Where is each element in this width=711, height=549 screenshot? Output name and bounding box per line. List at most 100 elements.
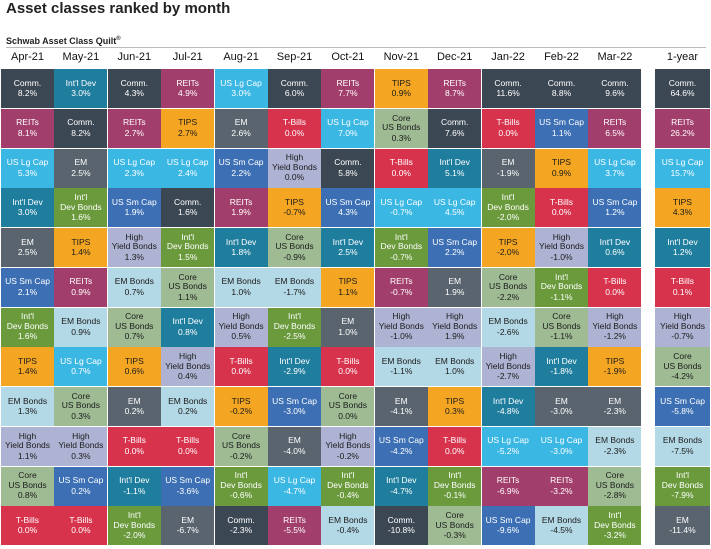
cell-return-value: 8.2% [71, 127, 91, 138]
quilt-cell: REITs -5.5% [268, 506, 321, 546]
cell-asset-label: REITs [283, 514, 306, 525]
cell-asset-label: Int'l Dev [667, 236, 698, 247]
cell-asset-label: Comm. [440, 117, 469, 128]
cell-asset-label: Comm. [280, 77, 309, 88]
cell-asset-label: Int'l [288, 311, 301, 322]
quilt-cell: Comm. 11.6% [481, 69, 535, 108]
cell-return-value: 0.6% [124, 366, 144, 377]
cell-return-value: 4.9% [178, 88, 198, 98]
quilt-cell: US Sm Cap -3.0% [268, 387, 321, 426]
column-header: 1-year [666, 51, 699, 63]
quilt-cell: EM -11.4% [655, 506, 710, 546]
cell-asset-label: TIPS [178, 117, 198, 128]
cell-asset-label: Core [392, 112, 411, 123]
cell-return-value: -2.9% [283, 366, 306, 377]
cell-asset-label: US Lg Cap [433, 196, 476, 207]
cell-return-value: -1.9% [603, 366, 626, 377]
quilt-cell: TIPS -2.0% [481, 228, 535, 267]
cell-asset-label: REITs [496, 475, 520, 485]
cell-return-value: 11.6% [496, 88, 520, 98]
cell-return-value: -0.4% [336, 525, 359, 536]
cell-return-value: 0.7% [71, 366, 91, 377]
quilt-cell: REITs 7.7% [321, 69, 375, 108]
quilt-cell: EM Bonds -1.7% [268, 267, 321, 307]
cell-return-value: -0.3% [443, 530, 466, 540]
quilt-cell: US Lg Cap 3.7% [588, 148, 642, 188]
cell-asset-label: Comm. [547, 77, 576, 88]
quilt-cell: TIPS 0.6% [107, 347, 161, 387]
quilt-cell: Int'l Dev Bonds 1.6% [54, 188, 108, 228]
cell-asset-label: US Sm Cap [5, 276, 50, 287]
cell-asset-label: US Lg Cap [327, 117, 369, 128]
quilt-cell: Int'l Dev -4.7% [374, 466, 428, 506]
cell-asset-label: Core [338, 390, 358, 401]
cell-asset-label: Yield Bonds [111, 241, 157, 252]
cell-asset-label: T-Bills [496, 117, 520, 128]
quilt-cell: Comm. 1.6% [161, 188, 215, 228]
quilt-cell: US Lg Cap -0.7% [374, 188, 428, 228]
cell-asset-label: US Bonds [542, 320, 581, 331]
quilt-cell: Int'l Dev Bonds 1.6% [1, 307, 54, 347]
cell-asset-label: US Bonds [275, 241, 314, 252]
quilt-cell: EM Bonds -2.6% [481, 307, 535, 347]
column-header: Jul-21 [172, 51, 203, 63]
cell-asset-label: Yield Bonds [58, 440, 104, 450]
cell-asset-label: Comm. [13, 77, 42, 88]
cell-asset-label: High [125, 231, 144, 242]
quilt-cell: US Lg Cap -5.2% [481, 426, 535, 466]
quilt-cell: Int'l Dev -1.8% [535, 347, 588, 387]
cell-return-value: -4.7% [283, 485, 306, 496]
cell-asset-label: US Sm Cap [660, 395, 705, 406]
cell-asset-label: US Sm Cap [592, 196, 638, 207]
cell-asset-label: US Sm Cap [432, 236, 478, 247]
cell-asset-label: Core [605, 470, 625, 481]
cell-asset-label: Yield Bonds [432, 320, 478, 331]
quilt-cell: US Sm Cap 1.1% [535, 108, 588, 148]
cell-return-value: -2.5% [283, 331, 306, 342]
cell-asset-label: TIPS [124, 355, 144, 366]
cell-return-value: -3.0% [550, 406, 573, 416]
cell-return-value: 0.9% [71, 326, 91, 337]
cell-asset-label: Int'l [394, 231, 408, 242]
quilt-cell: US Sm Cap -4.2% [374, 426, 428, 466]
cell-return-value: 0.0% [338, 410, 358, 421]
cell-return-value: -2.3% [229, 525, 253, 536]
quilt-cell: US Lg Cap 2.3% [107, 148, 161, 188]
cell-return-value: 3.7% [605, 167, 625, 178]
quilt-cell: High Yield Bonds -1.2% [588, 307, 642, 347]
cell-return-value: 3.0% [17, 207, 38, 218]
quilt-cell: High Yield Bonds -1.0% [535, 228, 588, 267]
quilt-cell: EM 2.6% [214, 108, 268, 148]
quilt-cell: Core US Bonds -1.1% [535, 307, 588, 347]
cell-asset-label: Core [673, 351, 692, 361]
cell-asset-label: Comm. [387, 514, 415, 525]
cell-asset-label: High [606, 311, 624, 322]
cell-return-value: -1.1% [550, 331, 573, 342]
cell-asset-label: US Sm Cap [111, 196, 157, 207]
cell-asset-label: EM Bonds [61, 316, 101, 326]
cell-return-value: 0.3% [391, 132, 411, 143]
cell-return-value: 1.0% [338, 326, 358, 337]
cell-return-value: -5.8% [671, 406, 694, 416]
cell-return-value: -1.1% [550, 291, 573, 302]
cell-return-value: 3.0% [71, 88, 91, 98]
subtitle-text: Schwab Asset Class Quilt [6, 36, 117, 46]
cell-asset-label: US Lg Cap [661, 157, 704, 167]
cell-return-value: 8.8% [551, 88, 572, 98]
cell-return-value: 0.9% [391, 88, 411, 98]
cell-return-value: -4.2% [671, 371, 694, 381]
cell-asset-label: High [445, 311, 464, 322]
quilt-cell: Comm. -10.8% [374, 506, 428, 546]
quilt-cell: Core US Bonds 1.1% [161, 267, 215, 307]
quilt-cell: REITs -6.9% [481, 466, 535, 506]
cell-return-value: -0.7% [390, 286, 413, 297]
quilt-cell: High Yield Bonds 1.3% [107, 228, 161, 267]
quilt-cell: TIPS 0.9% [374, 69, 428, 108]
cell-asset-label: Core [231, 430, 251, 441]
cell-return-value: -0.6% [229, 490, 253, 501]
cell-asset-label: Dev Bonds [433, 479, 476, 490]
cell-asset-label: High [499, 351, 517, 361]
quilt-cell: T-Bills 0.0% [481, 108, 535, 148]
cell-return-value: -2.8% [603, 490, 626, 501]
cell-return-value: 4.5% [445, 207, 465, 218]
